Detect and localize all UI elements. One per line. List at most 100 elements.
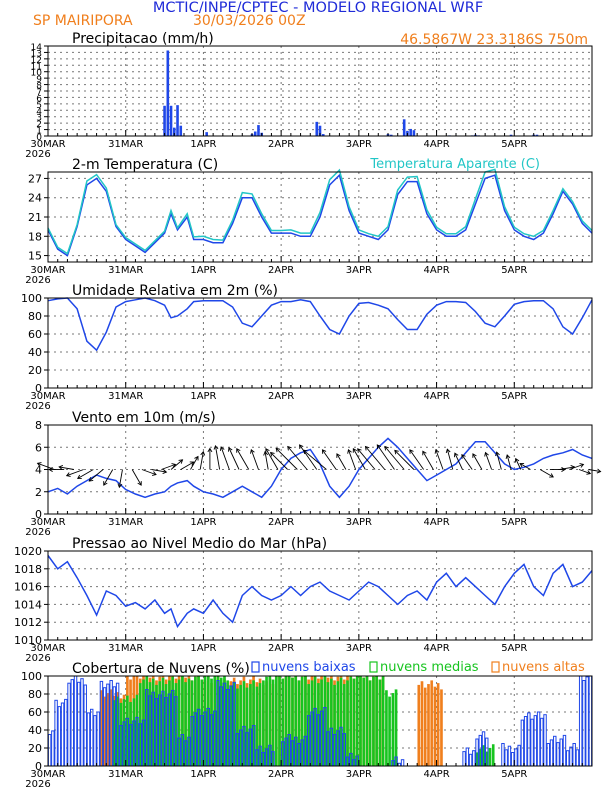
cloud-bar-nuvens-altas <box>427 683 430 767</box>
cloud-bar-nuvens-medias <box>352 678 356 767</box>
wind-vector <box>264 451 269 470</box>
wind-vector <box>118 469 123 488</box>
precip-bar <box>253 131 257 136</box>
rh-title: Umidade Relativa em 2m (%) <box>72 283 278 299</box>
wind-vector <box>228 447 240 470</box>
pressure-x-tick-label: 5APR <box>501 643 527 654</box>
rh-y-tick-label: 100 <box>21 292 42 305</box>
pressure-y-tick-label: 1014 <box>14 598 42 611</box>
wind-title: Vento em 10m (m/s) <box>72 410 216 426</box>
precip-year-label: 2026 <box>25 149 50 160</box>
precip-y-tick-label: 8 <box>36 82 42 92</box>
cloud-bar-nuvens-altas <box>440 689 443 767</box>
wind-vector-head <box>561 467 566 472</box>
cloud-bar-nuvens-medias <box>346 680 349 767</box>
precip-y-tick-label: 1 <box>36 127 42 137</box>
temp-title: 2-m Temperatura (C) <box>72 157 218 173</box>
wind-vector <box>250 449 259 470</box>
cloud-bar-nuvens-medias <box>391 692 395 767</box>
cloud-bar-nuvens-baixas <box>472 750 476 767</box>
wind-vector-head <box>250 448 255 454</box>
wind-vector-head <box>321 449 327 454</box>
temp-year-label: 2026 <box>25 275 50 286</box>
wind-vector <box>352 448 366 470</box>
precip-x-tick-label: 5APR <box>501 139 527 150</box>
temp-x-tick-label: 2APR <box>268 265 294 276</box>
temp-x-tick-label: 5APR <box>501 265 527 276</box>
cloud-bar-nuvens-baixas <box>523 716 528 767</box>
precip-bar <box>315 121 319 136</box>
cloud-legend-swatch <box>369 661 378 673</box>
wind-vector <box>472 453 483 470</box>
wind-vector-head <box>137 481 142 486</box>
wind-vector-head <box>347 448 352 454</box>
rh-x-tick-label: 30MAR <box>30 391 65 402</box>
wind-vector-head <box>76 474 82 480</box>
rh-panel: 0 20 40 60 80 100 30MAR 31MAR 1APR 2APR 3APR 4APR 5A… <box>21 283 593 412</box>
wind-vector-head <box>357 448 362 453</box>
rh-year-label: 2026 <box>25 401 50 412</box>
wind-vector-head <box>549 473 554 478</box>
location-coordinates: 46.5867W 23.3186S 750m <box>400 32 588 48</box>
cloud-bar-nuvens-baixas <box>520 719 525 767</box>
cloud-bar-nuvens-baixas <box>572 743 576 767</box>
wind-vector-head <box>189 461 195 466</box>
wind-vector <box>496 451 502 470</box>
temp-x-tick-label: 31MAR <box>108 265 143 276</box>
rh-frame <box>47 297 593 389</box>
wind-x-tick-label: 30MAR <box>30 517 65 528</box>
cloud-bar-nuvens-medias <box>491 744 495 767</box>
precip-title: Precipitacao (mm/h) <box>72 31 214 47</box>
wind-vector-head <box>299 444 304 449</box>
wind-y-tick-label: 4 <box>35 464 42 477</box>
wind-vector-head <box>495 451 500 457</box>
pressure-y-tick-label: 1016 <box>14 581 42 594</box>
wind-vector <box>336 453 347 470</box>
wind-year-label: 2026 <box>25 527 50 538</box>
temp-x-tick-label: 30MAR <box>30 265 65 276</box>
cloud-bar-nuvens-baixas <box>514 748 518 767</box>
precip-y-tick-label: 5 <box>36 101 42 111</box>
temp-x-tick-label: 4APR <box>423 265 449 276</box>
cloud-bar-nuvens-altas <box>417 684 421 767</box>
wind-vector <box>77 469 94 479</box>
wind-vector <box>199 451 204 470</box>
cloud-legend: nuvens baixas nuvens medias nuvens altas <box>251 660 585 675</box>
cloud-bar-nuvens-medias <box>378 679 382 767</box>
wind-vector <box>569 463 584 470</box>
wind-x-tick-label: 2APR <box>268 517 294 528</box>
temp-series-line <box>47 173 593 257</box>
cloud-bar-nuvens-medias <box>388 696 391 767</box>
wind-vector-head <box>352 447 358 453</box>
rh-x-tick-label: 4APR <box>423 391 449 402</box>
wind-vector <box>275 447 298 470</box>
precip-y-tick-label: 4 <box>36 107 42 117</box>
cloud-bar-nuvens-baixas <box>582 680 586 767</box>
wind-vector <box>220 446 230 470</box>
wind-vector <box>151 469 167 473</box>
temp-y-tick-label: 24 <box>28 192 42 205</box>
wind-vector <box>454 452 463 470</box>
cloud-bar-nuvens-baixas <box>549 739 554 767</box>
wind-vector <box>519 463 531 470</box>
temp-x-tick-label: 3APR <box>346 265 372 276</box>
cloud-bar-nuvens-baixas <box>517 744 521 767</box>
temp-series-line <box>47 168 593 255</box>
cloud-y-tick-label: 0 <box>35 760 42 773</box>
precip-y-tick-label: 2 <box>36 120 42 130</box>
cloud-bar-nuvens-medias <box>274 675 278 767</box>
precip-x-tick-label: 30MAR <box>30 139 65 150</box>
wind-vector <box>215 445 221 470</box>
cloud-bar-nuvens-baixas <box>57 706 62 767</box>
wind-vector <box>88 469 104 482</box>
cloud-bar-nuvens-baixas <box>553 735 557 767</box>
cloud-bar-nuvens-medias <box>355 675 359 767</box>
wind-vector-head <box>200 450 206 456</box>
precip-bar <box>172 127 176 136</box>
wind-vector <box>348 449 357 470</box>
precip-y-tick-label: 7 <box>36 88 42 98</box>
cloud-bar-nuvens-baixas <box>96 711 100 767</box>
wind-vector-head <box>409 449 414 454</box>
cloud-bar-nuvens-baixas <box>468 753 473 767</box>
